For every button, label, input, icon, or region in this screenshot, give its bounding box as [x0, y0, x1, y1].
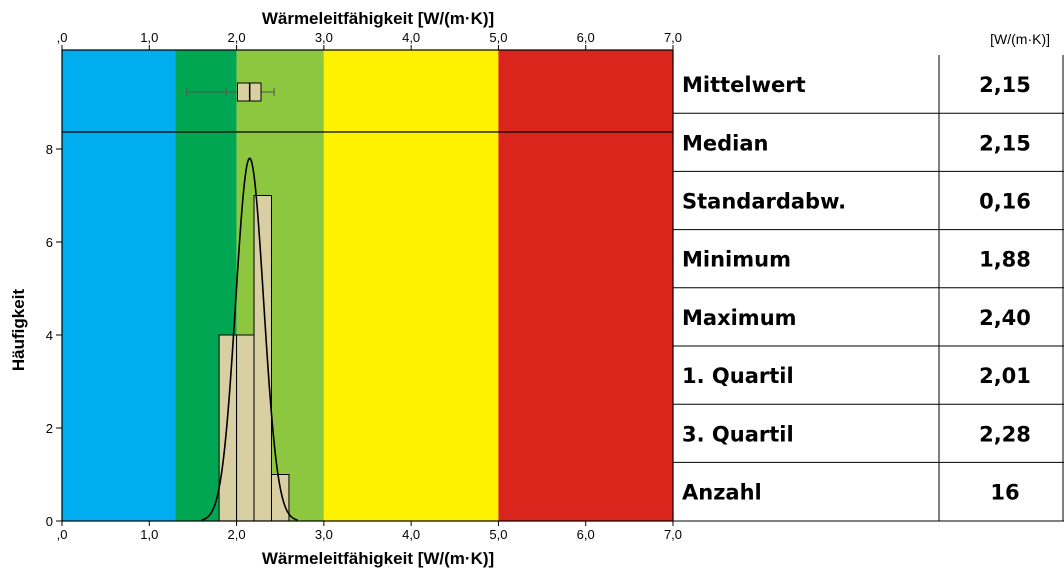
x-tick-label-top: 5,0 — [489, 30, 507, 45]
x-tick-label-bottom: 5,0 — [489, 527, 507, 542]
y-tick-label: 2 — [46, 421, 53, 436]
x-tick-label-top: 3,0 — [315, 30, 333, 45]
y-tick-label: 4 — [46, 328, 53, 343]
x-tick-label-bottom: 7,0 — [664, 527, 682, 542]
stat-label: Mittelwert — [682, 73, 806, 97]
x-tick-label-bottom: 6,0 — [577, 527, 595, 542]
stat-label: Maximum — [682, 306, 797, 330]
stat-label: Minimum — [682, 248, 791, 272]
boxplot — [186, 82, 275, 102]
y-tick-label: 6 — [46, 235, 53, 250]
stat-value: 2,28 — [979, 422, 1031, 446]
stat-value: 16 — [990, 481, 1019, 505]
stat-label: 3. Quartil — [682, 422, 794, 446]
x-axis-title-top: Wärmeleitfähigkeit [W/(m·K)] — [262, 9, 494, 28]
histogram-bar — [218, 334, 238, 522]
x-tick-label-bottom: 4,0 — [402, 527, 420, 542]
x-tick-label-top: 2,0 — [228, 30, 246, 45]
stat-value: 2,15 — [979, 131, 1031, 155]
y-tick-label: 8 — [46, 142, 53, 157]
stat-value: 1,88 — [979, 248, 1031, 272]
histogram-bars — [218, 195, 290, 522]
stats-unit-label: [W/(m·K)] — [990, 31, 1050, 47]
y-tick-label: 0 — [46, 514, 53, 529]
plot-border — [61, 49, 674, 522]
stat-value: 2,01 — [979, 364, 1031, 388]
color-zone-4 — [498, 50, 673, 521]
color-zone-0 — [62, 50, 176, 521]
stat-value: 2,40 — [979, 306, 1031, 330]
x-tick-label-top: ,0 — [57, 30, 68, 45]
x-tick-label-bottom: 3,0 — [315, 527, 333, 542]
x-tick-label-top: 4,0 — [402, 30, 420, 45]
stat-value: 2,15 — [979, 73, 1031, 97]
y-axis-title: Häufigkeit — [9, 289, 28, 372]
color-zones — [62, 50, 673, 521]
color-zone-3 — [323, 50, 499, 521]
normal-curve-layer — [201, 157, 298, 521]
x-tick-label-bottom: ,0 — [57, 527, 68, 542]
stats-table: Mittelwert 2,15 Median 2,15 Standardabw. 0,16… — [673, 55, 1064, 522]
x-tick-label-top: 7,0 — [664, 30, 682, 45]
normal-curve — [201, 157, 298, 521]
x-tick-label-top: 1,0 — [140, 30, 158, 45]
x-tick-label-top: 6,0 — [577, 30, 595, 45]
stat-label: Standardabw. — [682, 190, 846, 214]
histogram-bar — [236, 334, 255, 522]
histogram-bar — [270, 474, 290, 522]
histogram-bar — [253, 195, 272, 522]
axes: ,0 ,0 1,0 1,0 2,0 2,0 3,0 3,0 4,0 4,0 5,0 5,0 6,0 6,0… — [46, 30, 682, 542]
stat-label: Anzahl — [682, 481, 762, 505]
stat-label: Median — [682, 131, 769, 155]
x-axis-title-bottom: Wärmeleitfähigkeit [W/(m·K)] — [262, 549, 494, 568]
stat-label: 1. Quartil — [682, 364, 794, 388]
plot-frame — [61, 49, 674, 522]
stat-value: 0,16 — [979, 190, 1031, 214]
x-tick-label-bottom: 2,0 — [228, 527, 246, 542]
x-tick-label-bottom: 1,0 — [140, 527, 158, 542]
